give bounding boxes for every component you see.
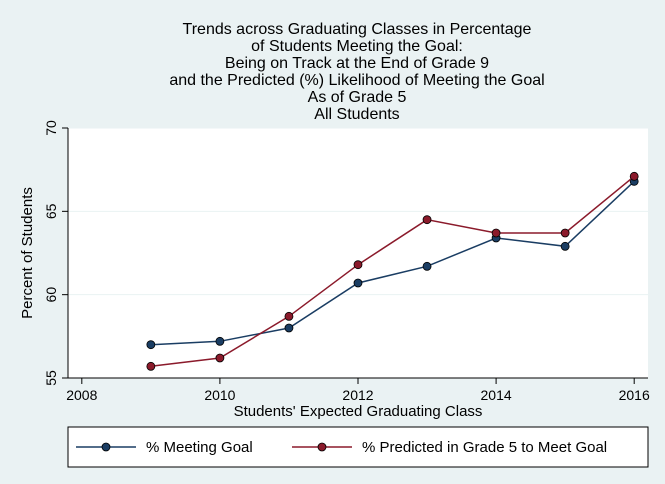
x-tick-label: 2012 — [342, 387, 373, 403]
chart-title-line: As of Grade 5 — [308, 89, 407, 106]
x-tick-label: 2008 — [66, 387, 97, 403]
y-axis-label: Percent of Students — [19, 187, 36, 319]
series-2-point — [215, 353, 225, 363]
series-1-point — [560, 241, 570, 251]
series-2-point — [284, 311, 294, 321]
axes: 55 60 65 70 2008 2010 2012 2014 2016 — [43, 120, 650, 403]
legend: % Meeting Goal % Predicted in Grade 5 to … — [67, 426, 649, 468]
y-tick-label: 60 — [43, 287, 59, 303]
x-axis-label: Students' Expected Graduating Class — [234, 403, 483, 420]
series-1-point — [284, 323, 294, 333]
series-2-point — [491, 228, 501, 238]
series-2-point — [629, 171, 639, 181]
legend-label: % Meeting Goal — [146, 439, 253, 456]
chart-title: Trends across Graduating Classes in Perc… — [169, 21, 544, 123]
series-2-point — [353, 260, 363, 270]
legend-swatch-marker — [101, 442, 111, 452]
y-tick-label: 70 — [43, 120, 59, 136]
chart-title-line: and the Predicted (%) Likelihood of Meet… — [169, 72, 544, 89]
chart-title-line: of Students Meeting the Goal: — [251, 38, 463, 55]
series-line-2 — [150, 175, 635, 368]
legend-swatch-marker — [317, 442, 327, 452]
x-tick-label: 2014 — [481, 387, 512, 403]
series-1-point — [146, 340, 156, 350]
x-tick-label: 2016 — [619, 387, 650, 403]
legend-box — [67, 426, 649, 468]
chart-title-line: Trends across Graduating Classes in Perc… — [183, 21, 532, 38]
series-1-point — [422, 261, 432, 271]
series-line-1 — [150, 180, 635, 346]
plot-area — [68, 128, 648, 378]
x-tick-label: 2010 — [204, 387, 235, 403]
series-2-point — [560, 228, 570, 238]
series-1-point — [215, 336, 225, 346]
series-2-point — [422, 215, 432, 225]
chart-title-line: Being on Track at the End of Grade 9 — [225, 55, 489, 72]
series-2-point — [146, 361, 156, 371]
series-layer — [146, 171, 639, 371]
y-tick-label: 55 — [43, 370, 59, 386]
series-1-point — [353, 278, 363, 288]
y-tick-label: 65 — [43, 203, 59, 219]
legend-label: % Predicted in Grade 5 to Meet Goal — [362, 439, 607, 456]
chart-title-line: All Students — [314, 106, 399, 123]
